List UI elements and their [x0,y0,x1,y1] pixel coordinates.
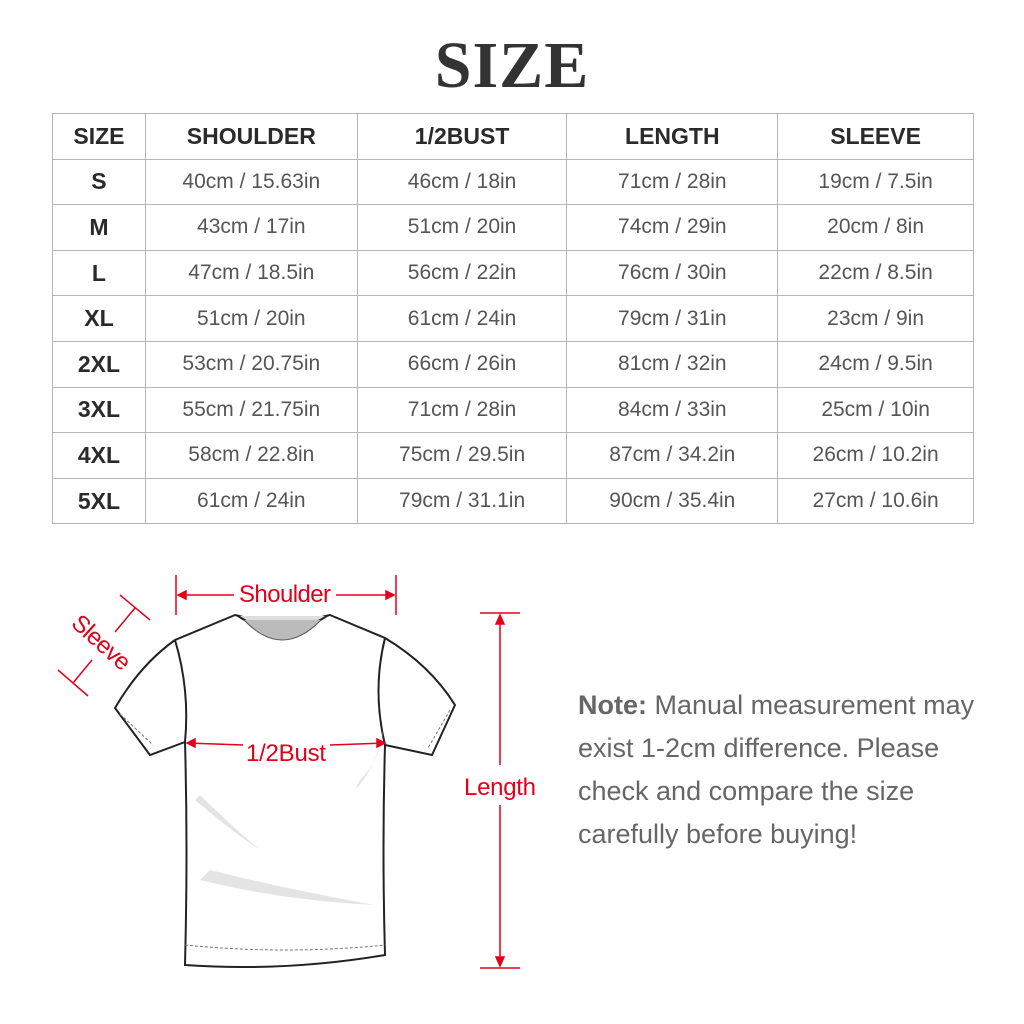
fold-shading [195,730,383,905]
measurement-cell: 23cm / 9in [777,295,974,342]
measurement-cell: 76cm / 30in [566,249,779,297]
column-header: 1/2BUST [356,113,568,160]
measurement-cell: 46cm / 18in [356,158,568,206]
table-header-row: SIZE SHOULDER 1/2BUST LENGTH SLEEVE [52,113,974,160]
tshirt-diagram: Shoulder Sleeve 1/2Bust Length [57,575,536,969]
page-title: SIZE [434,29,590,102]
measurement-cell: 56cm / 22in [356,249,568,297]
measurement-cell: 24cm / 9.5in [777,340,974,388]
table-row: 5XL 61cm / 24in 79cm / 31.1in 90cm / 35.4in… [52,477,974,525]
measurement-cell: 22cm / 8.5in [777,249,974,297]
length-label: Length [464,774,536,801]
size-cell: 5XL [52,477,146,525]
table-row: 2XL 53cm / 20.75in 66cm / 26in 81cm / 32in 2… [52,340,974,388]
measurement-cell: 71cm / 28in [356,386,568,434]
measure-arrows [57,575,520,969]
column-header: SLEEVE [777,113,974,160]
note: Note: Manual measurement may exist 1-2cm… [578,684,998,856]
measurement-cell: 47cm / 18.5in [144,249,358,297]
measurement-cell: 61cm / 24in [144,477,358,525]
measurement-cell: 81cm / 32in [566,340,779,388]
note-label: Note: [578,690,647,720]
size-cell: 4XL [52,432,146,479]
measurement-cell: 55cm / 21.75in [144,386,358,434]
measurement-cell: 87cm / 34.2in [566,432,779,479]
size-cell: L [52,249,146,297]
size-cell: 3XL [52,386,146,434]
size-cell: 2XL [52,340,146,388]
note-text: Manual measurement may exist 1-2cm diffe… [578,690,975,849]
measurement-cell: 26cm / 10.2in [777,432,974,479]
measurement-cell: 90cm / 35.4in [566,477,779,525]
table-row: XL 51cm / 20in 61cm / 24in 79cm / 31in 23cm … [52,295,974,342]
size-table: SIZE SHOULDER 1/2BUST LENGTH SLEEVE S 40cm / … [52,113,974,525]
size-cell: XL [52,295,146,342]
measurement-cell: 66cm / 26in [356,340,568,388]
measurement-cell: 71cm / 28in [566,158,779,206]
bust-label: 1/2Bust [246,740,326,767]
size-cell: M [52,204,146,251]
table-row: M 43cm / 17in 51cm / 20in 74cm / 29in 20cm /… [52,204,974,251]
shoulder-label: Shoulder [239,581,331,608]
table-row: 3XL 55cm / 21.75in 71cm / 28in 84cm / 33in 2… [52,386,974,434]
measurement-cell: 25cm / 10in [777,386,974,434]
measurement-cell: 27cm / 10.6in [777,477,974,525]
measurement-cell: 53cm / 20.75in [144,340,358,388]
tshirt-outline [113,613,457,969]
measurement-cell: 84cm / 33in [566,386,779,434]
measurement-cell: 40cm / 15.63in [144,158,358,206]
measurement-cell: 51cm / 20in [144,295,358,342]
measurement-cell: 20cm / 8in [777,204,974,251]
measurement-cell: 75cm / 29.5in [356,432,568,479]
table-row: L 47cm / 18.5in 56cm / 22in 76cm / 30in 22cm… [52,249,974,297]
measurement-cell: 43cm / 17in [144,204,358,251]
measurement-cell: 79cm / 31in [566,295,779,342]
measurement-cell: 58cm / 22.8in [144,432,358,479]
measurement-cell: 19cm / 7.5in [777,158,974,206]
measurement-cell: 61cm / 24in [356,295,568,342]
table-row: 4XL 58cm / 22.8in 75cm / 29.5in 87cm / 34.2… [52,432,974,479]
measurement-cell: 79cm / 31.1in [356,477,568,525]
column-header: LENGTH [566,113,779,160]
measurement-cell: 51cm / 20in [356,204,568,251]
size-cell: S [52,158,146,206]
table-row: S 40cm / 15.63in 46cm / 18in 71cm / 28in 19c… [52,158,974,206]
column-header: SIZE [52,113,146,160]
measurement-cell: 74cm / 29in [566,204,779,251]
column-header: SHOULDER [144,113,358,160]
